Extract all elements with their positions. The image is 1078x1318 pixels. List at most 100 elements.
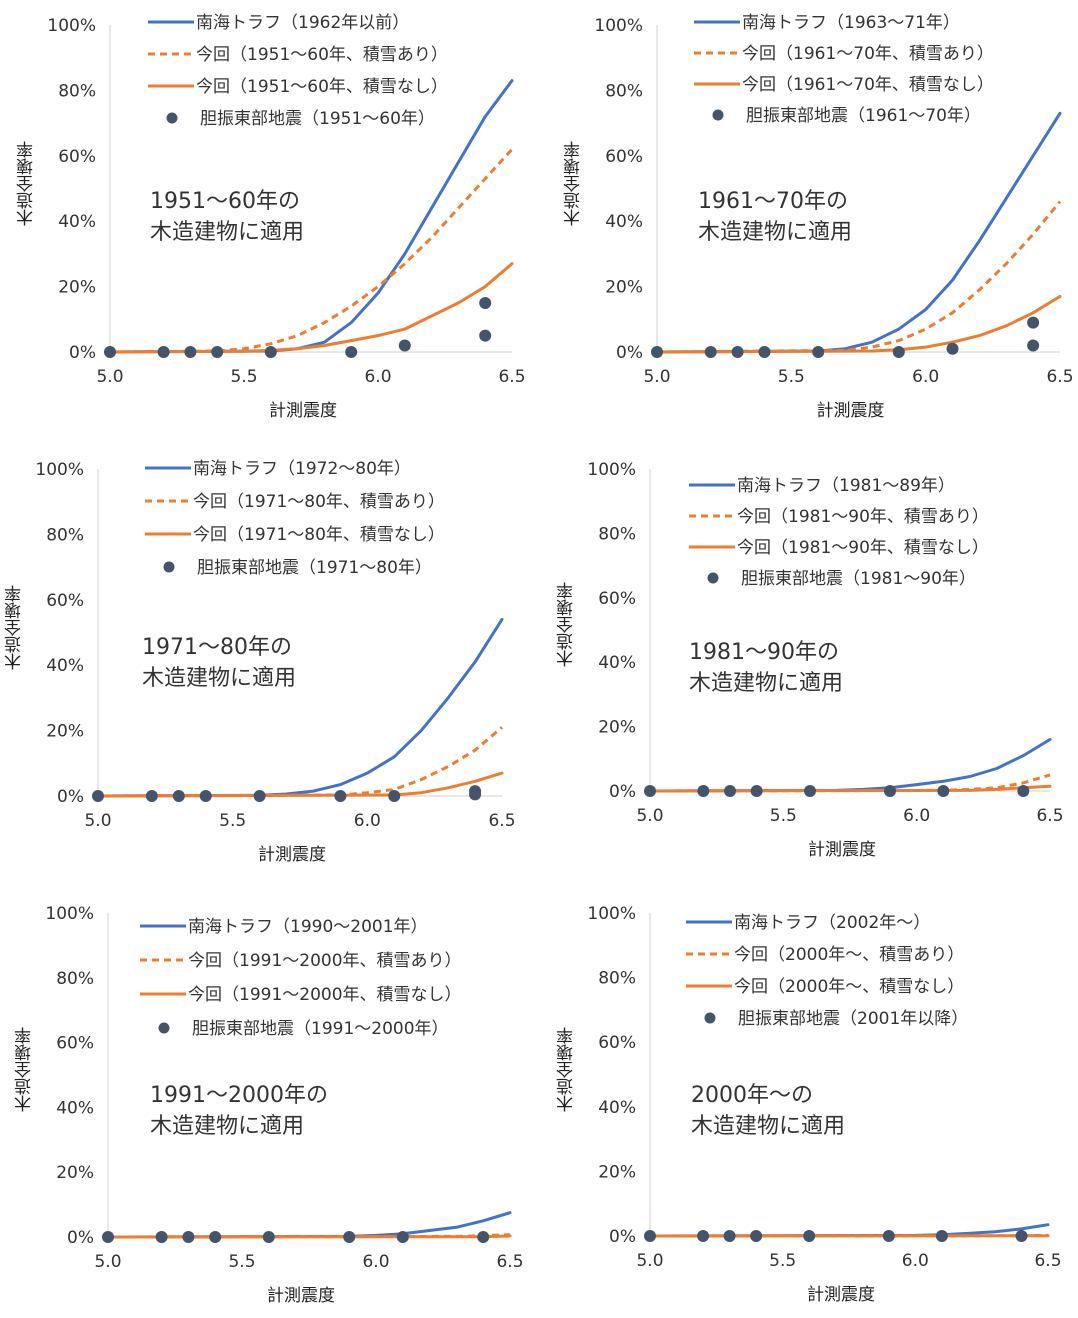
- series-line: [110, 264, 512, 352]
- legend-label: 今回（1961〜70年、積雪なし）: [742, 75, 994, 95]
- annotation-line: 木造建物に適用: [691, 1111, 845, 1142]
- y-tick-label: 20%: [56, 1163, 94, 1183]
- y-tick-label: 20%: [58, 278, 96, 298]
- x-tick-label: 6.5: [1034, 1251, 1061, 1271]
- legend-label: 胆振東部地震（1961〜70年）: [746, 106, 981, 126]
- scatter-point: [1017, 785, 1029, 797]
- y-tick-label: 60%: [56, 1034, 94, 1054]
- legend-label: 今回（1971〜80年、積雪なし）: [193, 525, 445, 545]
- x-tick-label: 5.0: [84, 811, 111, 831]
- scatter-point: [200, 790, 212, 802]
- scatter-point: [173, 790, 185, 802]
- annotation-line: 1991〜2000年の: [150, 1080, 328, 1111]
- y-tick-label: 60%: [58, 147, 96, 167]
- scatter-point: [724, 785, 736, 797]
- x-tick-label: 5.5: [769, 1251, 796, 1271]
- y-tick-label: 20%: [605, 278, 643, 298]
- x-tick-label: 5.5: [778, 367, 805, 387]
- x-tick-label: 6.0: [912, 367, 939, 387]
- y-axis-title: 木造全壊率: [14, 141, 39, 226]
- legend-marker: [713, 110, 724, 121]
- y-tick-label: 40%: [56, 1098, 94, 1118]
- x-tick-label: 5.0: [643, 367, 670, 387]
- scatter-point: [479, 297, 491, 309]
- scatter-point: [947, 343, 959, 355]
- annotation-line: 1951〜60年の: [150, 186, 304, 217]
- y-tick-label: 0%: [67, 1228, 94, 1248]
- x-tick-label: 5.0: [636, 1251, 663, 1271]
- scatter-point: [1015, 1230, 1027, 1242]
- scatter-point: [156, 1231, 168, 1243]
- annotation-line: 木造建物に適用: [150, 1111, 328, 1142]
- legend-label: 今回（1981〜90年、積雪なし）: [737, 538, 989, 558]
- scatter-point: [1027, 339, 1039, 351]
- scatter-point: [469, 788, 481, 800]
- y-axis-title: 木造全壊率: [554, 582, 579, 667]
- x-tick-label: 5.0: [94, 1252, 121, 1272]
- y-tick-label: 40%: [46, 656, 84, 676]
- x-tick-label: 5.0: [96, 367, 123, 387]
- y-tick-label: 60%: [605, 147, 643, 167]
- scatter-point: [705, 346, 717, 358]
- scatter-point: [211, 346, 223, 358]
- scatter-point: [724, 1230, 736, 1242]
- y-tick-label: 100%: [45, 904, 94, 924]
- scatter-point: [263, 1231, 275, 1243]
- scatter-point: [751, 785, 763, 797]
- series-line-dashed: [98, 727, 502, 796]
- x-tick-label: 6.5: [496, 1252, 523, 1272]
- y-tick-label: 80%: [605, 81, 643, 101]
- legend-label: 胆振東部地震（2001年以降）: [738, 1009, 968, 1029]
- y-tick-label: 60%: [598, 1033, 636, 1053]
- legend-marker: [167, 113, 178, 124]
- chart-annotation: 1961〜70年の木造建物に適用: [698, 186, 852, 248]
- scatter-point: [883, 1230, 895, 1242]
- chart-annotation: 1991〜2000年の木造建物に適用: [150, 1080, 328, 1142]
- y-tick-label: 20%: [598, 1162, 636, 1182]
- y-tick-label: 80%: [58, 81, 96, 101]
- chart-annotation: 1951〜60年の木造建物に適用: [150, 186, 304, 248]
- x-tick-label: 5.5: [228, 1252, 255, 1272]
- chart-annotation: 1971〜80年の木造建物に適用: [142, 632, 296, 694]
- scatter-point: [184, 346, 196, 358]
- scatter-point: [265, 346, 277, 358]
- scatter-point: [732, 346, 744, 358]
- x-tick-label: 6.0: [902, 1251, 929, 1271]
- x-tick-label: 6.0: [903, 806, 930, 826]
- legend-label: 今回（2000年〜、積雪あり）: [734, 945, 964, 965]
- legend-label: 今回（1991〜2000年、積雪あり）: [188, 951, 462, 971]
- legend-label: 南海トラフ（1972〜80年）: [193, 459, 411, 479]
- legend-marker: [708, 573, 719, 584]
- y-tick-label: 40%: [58, 212, 96, 232]
- y-axis-title: 木造全壊率: [12, 1027, 37, 1112]
- scatter-point: [399, 339, 411, 351]
- y-tick-label: 0%: [616, 343, 643, 363]
- y-tick-label: 0%: [57, 787, 84, 807]
- scatter-point: [1027, 317, 1039, 329]
- scatter-point: [697, 785, 709, 797]
- y-tick-label: 40%: [598, 1098, 636, 1118]
- y-tick-label: 20%: [598, 718, 636, 738]
- scatter-point: [651, 346, 663, 358]
- x-tick-label: 5.0: [636, 806, 663, 826]
- x-axis-title: 計測震度: [807, 1280, 875, 1305]
- annotation-line: 2000年〜の: [691, 1080, 845, 1111]
- scatter-point: [479, 330, 491, 342]
- y-tick-label: 80%: [46, 525, 84, 545]
- legend-label: 南海トラフ（2002年〜）: [734, 913, 930, 933]
- legend-label: 南海トラフ（1990〜2001年）: [188, 917, 428, 937]
- legend-marker: [164, 562, 175, 573]
- legend-label: 胆振東部地震（1951〜60年）: [200, 109, 435, 129]
- annotation-line: 木造建物に適用: [142, 663, 296, 694]
- y-tick-label: 80%: [598, 969, 636, 989]
- y-tick-label: 0%: [609, 1227, 636, 1247]
- series-line-dashed: [110, 149, 512, 352]
- annotation-line: 木造建物に適用: [698, 217, 852, 248]
- scatter-point: [388, 790, 400, 802]
- legend-label: 南海トラフ（1962年以前）: [196, 13, 409, 33]
